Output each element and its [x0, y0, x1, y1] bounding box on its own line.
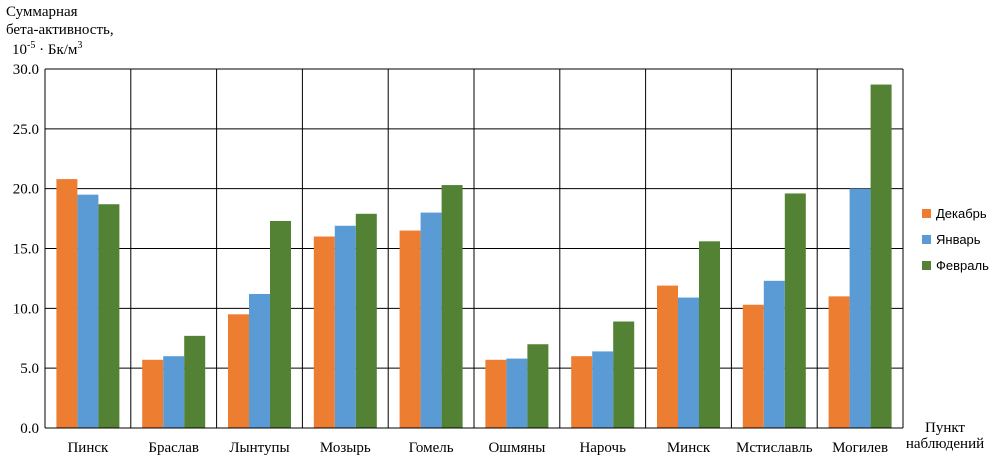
x-tick-label: Ошмяны: [488, 440, 545, 456]
bar: [98, 204, 120, 428]
bar: [184, 335, 206, 428]
x-axis-title-line-2: наблюдений: [905, 436, 985, 452]
bar: [441, 185, 463, 428]
y-tick-label: 30.0: [13, 62, 39, 78]
x-tick-label: Нарочь: [579, 440, 626, 456]
legend-swatch-december: [922, 208, 931, 218]
bar: [763, 280, 785, 428]
y-axis-title-unit-exponent: 3: [77, 40, 83, 51]
bar: [849, 188, 871, 428]
bar: [592, 351, 614, 428]
bar: [313, 236, 335, 428]
y-axis-title-base: 10: [12, 42, 27, 58]
bar: [77, 194, 99, 428]
legend-item-january: Январь: [922, 226, 989, 252]
bar: [613, 321, 635, 428]
legend: Декабрь Январь Февраль: [922, 200, 989, 278]
bar: [506, 358, 528, 428]
y-tick-label: 15.0: [13, 242, 39, 258]
x-tick-label: Браслав: [148, 440, 199, 456]
bar: [270, 220, 291, 428]
legend-item-december: Декабрь: [922, 200, 989, 226]
legend-label-december: Декабрь: [936, 205, 987, 221]
bar: [228, 314, 249, 428]
legend-label-january: Январь: [936, 231, 981, 247]
legend-label-february: Февраль: [936, 257, 989, 273]
x-axis-title-line-1: Пункт: [924, 420, 965, 436]
bar: [657, 285, 678, 428]
x-tick-label: Минск: [667, 440, 711, 456]
bar: [334, 225, 356, 428]
bar: [163, 356, 185, 428]
y-tick-label: 10.0: [13, 301, 39, 317]
y-axis-title-unit: · Бк/м: [35, 42, 78, 58]
bar: [678, 297, 699, 428]
bar: [485, 359, 507, 428]
x-tick-label: Мозырь: [320, 440, 371, 456]
y-tick-label: 5.0: [20, 361, 39, 377]
bar: [699, 241, 720, 428]
bar: [420, 212, 442, 428]
y-tick-label: 25.0: [13, 122, 39, 138]
y-tick-label: 20.0: [13, 182, 39, 198]
bar: [249, 293, 270, 428]
bar: [742, 304, 764, 428]
x-tick-label: Мстиславль: [736, 440, 813, 456]
y-axis-title-line-1: Суммарная: [6, 4, 78, 20]
bar: [571, 356, 593, 428]
bar: [784, 193, 806, 428]
y-axis-title-exponent: -5: [27, 40, 36, 51]
bar: [828, 296, 850, 428]
y-axis-title-line-3: 10-5 · Бк/м3: [12, 40, 82, 59]
x-tick-label: Могилев: [832, 440, 888, 456]
legend-swatch-january: [922, 234, 931, 244]
y-axis-title-line-2: бета-активность,: [6, 22, 114, 38]
bar: [142, 359, 164, 428]
x-tick-label: Пинск: [67, 440, 109, 456]
bar: [870, 84, 892, 428]
x-tick-label: Гомель: [409, 440, 454, 456]
legend-swatch-february: [922, 260, 931, 270]
y-tick-label: 0.0: [20, 421, 39, 437]
bar: [399, 230, 421, 428]
bar: [355, 213, 377, 428]
x-tick-label: Лынтупы: [229, 440, 289, 456]
bar: [527, 344, 549, 428]
legend-item-february: Февраль: [922, 252, 989, 278]
bar: [56, 179, 78, 428]
x-axis-title: Пункт наблюдений: [895, 420, 995, 452]
